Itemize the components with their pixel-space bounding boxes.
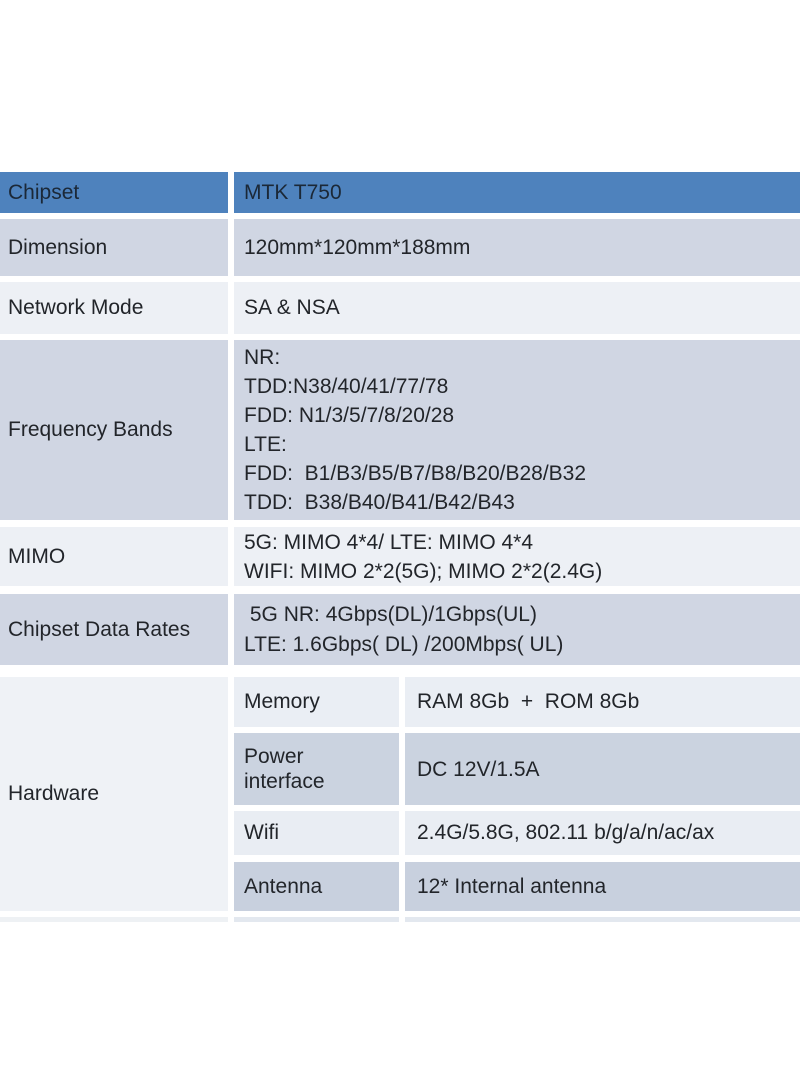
column-divider xyxy=(399,733,405,805)
row-value: 5G NR: 4Gbps(DL)/1Gbps(UL) LTE: 1.6Gbps(… xyxy=(234,594,800,665)
column-divider xyxy=(399,917,405,922)
column-divider xyxy=(228,282,234,334)
cropped-cell xyxy=(234,917,399,922)
sub-row-value: RAM 8Gb + ROM 8Gb xyxy=(405,677,800,727)
cropped-cell xyxy=(405,917,800,922)
hardware-row-antenna: Antenna 12* Internal antenna xyxy=(234,862,800,911)
cropped-cell xyxy=(0,917,228,922)
column-divider xyxy=(399,677,405,727)
column-divider xyxy=(228,172,234,213)
row-label: Chipset xyxy=(0,172,228,213)
sub-row-value: 2.4G/5.8G, 802.11 b/g/a/n/ac/ax xyxy=(405,811,800,855)
sub-row-label: Wifi xyxy=(234,811,399,855)
column-divider xyxy=(399,811,405,855)
row-value: 120mm*120mm*188mm xyxy=(234,219,800,276)
row-value: SA & NSA xyxy=(234,282,800,334)
table-row-network-mode: Network Mode SA & NSA xyxy=(0,282,800,334)
sub-row-label: Antenna xyxy=(234,862,399,911)
column-divider xyxy=(228,917,234,922)
row-value: NR: TDD:N38/40/41/77/78 FDD: N1/3/5/7/8/… xyxy=(234,340,800,520)
row-label: Network Mode xyxy=(0,282,228,334)
hardware-row-wifi: Wifi 2.4G/5.8G, 802.11 b/g/a/n/ac/ax xyxy=(234,811,800,855)
spec-table: Chipset MTK T750 Dimension 120mm*120mm*1… xyxy=(0,172,800,922)
hardware-row-power-interface: Power interface DC 12V/1.5A xyxy=(234,733,800,805)
column-divider xyxy=(399,862,405,911)
table-row-frequency-bands: Frequency Bands NR: TDD:N38/40/41/77/78 … xyxy=(0,340,800,520)
column-divider xyxy=(228,594,234,665)
row-label: Hardware xyxy=(0,677,228,911)
row-value: 5G: MIMO 4*4/ LTE: MIMO 4*4 WIFI: MIMO 2… xyxy=(234,527,800,586)
table-row-chipset: Chipset MTK T750 xyxy=(0,172,800,213)
row-label: Chipset Data Rates xyxy=(0,594,228,665)
hardware-row-memory: Memory RAM 8Gb + ROM 8Gb xyxy=(234,677,800,727)
sub-row-label: Power interface xyxy=(234,733,399,805)
column-divider xyxy=(228,340,234,520)
row-label: Dimension xyxy=(0,219,228,276)
hardware-sub-table: Memory RAM 8Gb + ROM 8Gb Power interface… xyxy=(234,677,800,911)
sub-row-label: Memory xyxy=(234,677,399,727)
row-label: MIMO xyxy=(0,527,228,586)
row-value: MTK T750 xyxy=(234,172,800,213)
table-row-dimension: Dimension 120mm*120mm*188mm xyxy=(0,219,800,276)
column-divider xyxy=(228,527,234,586)
row-label: Frequency Bands xyxy=(0,340,228,520)
table-row-mimo: MIMO 5G: MIMO 4*4/ LTE: MIMO 4*4 WIFI: M… xyxy=(0,527,800,586)
sub-row-value: 12* Internal antenna xyxy=(405,862,800,911)
column-divider xyxy=(228,219,234,276)
cropped-next-row xyxy=(0,917,800,922)
table-row-chipset-data-rates: Chipset Data Rates 5G NR: 4Gbps(DL)/1Gbp… xyxy=(0,594,800,665)
table-row-hardware: Hardware Memory RAM 8Gb + ROM 8Gb Power … xyxy=(0,677,800,911)
column-divider xyxy=(228,677,234,911)
sub-row-value: DC 12V/1.5A xyxy=(405,733,800,805)
